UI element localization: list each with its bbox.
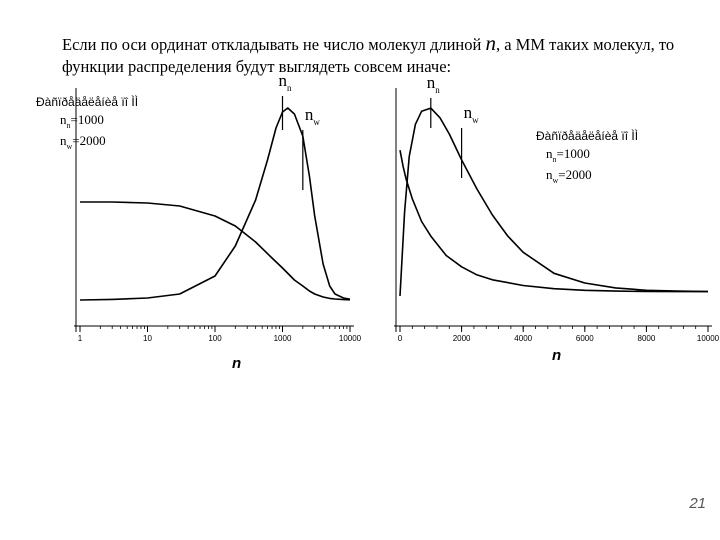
legend-value: =2000 (72, 133, 105, 148)
chart1-tick-label: 10 (143, 334, 152, 343)
legend-subscript: w (553, 176, 559, 185)
legend-letter: n (60, 133, 67, 148)
legend-subscript: n (67, 121, 71, 130)
chart2-tick-label: 10000 (697, 334, 720, 343)
chart2-tick-label: 8000 (638, 334, 656, 343)
chart1-marker-sub-n: n (287, 83, 292, 93)
legend-value: =1000 (71, 112, 104, 127)
chart1-legend-line-1: nn=1000 (60, 112, 104, 130)
legend-subscript: n (553, 155, 557, 164)
legend-letter: n (546, 146, 553, 161)
chart2-tick-label: 0 (398, 334, 403, 343)
legend-letter: n (546, 167, 553, 182)
chart2-marker-label-w: nw (464, 103, 480, 125)
chart1-marker-label-w: nw (305, 105, 321, 127)
chart1-legend-title: Ðàñïðåäåëåíèå ïî ÌÌ (36, 94, 138, 109)
chart2-tick-label: 6000 (576, 334, 594, 343)
caption-n-symbol: n (485, 31, 496, 55)
caption-part2: , а ММ таких молекул, то функции распред… (62, 35, 675, 76)
slide-caption: Если по оси ординат откладывать не число… (62, 32, 682, 78)
chart2-legend-line-2: nw=2000 (546, 167, 592, 185)
chart2-x-axis-label: n (552, 347, 561, 364)
chart1-series-line-1 (80, 201, 351, 301)
chart2-marker-sub-w: w (472, 115, 479, 125)
slide-number: 21 (689, 495, 706, 512)
chart1-marker-label-n: nn (279, 71, 293, 93)
chart2-series-line-1 (399, 150, 708, 293)
chart1-tick-label: 1000 (274, 334, 292, 343)
legend-value: =1000 (557, 146, 590, 161)
chart1-tick-label: 100 (208, 334, 222, 343)
legend-subscript: w (67, 142, 73, 151)
chart1-tick-label: 1 (78, 334, 83, 343)
chart1-marker-sub-w: w (313, 117, 320, 127)
chart2-series-line-2 (399, 107, 709, 297)
chart2-tick-label: 2000 (453, 334, 471, 343)
chart1-tick-label: 10000 (339, 334, 362, 343)
chart2-legend-line-1: nn=1000 (546, 146, 590, 164)
legend-value: =2000 (558, 167, 591, 182)
legend-letter: n (60, 112, 67, 127)
chart1-series-line-2 (79, 107, 351, 301)
caption-part1: Если по оси ординат откладывать не число… (62, 35, 486, 54)
chart2-marker-sub-n: n (435, 85, 440, 95)
chart1-x-axis-label: n (232, 355, 241, 372)
chart2-tick-label: 4000 (514, 334, 532, 343)
chart2-marker-label-n: nn (427, 73, 441, 95)
chart2-legend-title: Ðàñïðåäåëåíèå ïî ÌÌ (536, 128, 638, 143)
chart1-legend-line-2: nw=2000 (60, 133, 106, 151)
